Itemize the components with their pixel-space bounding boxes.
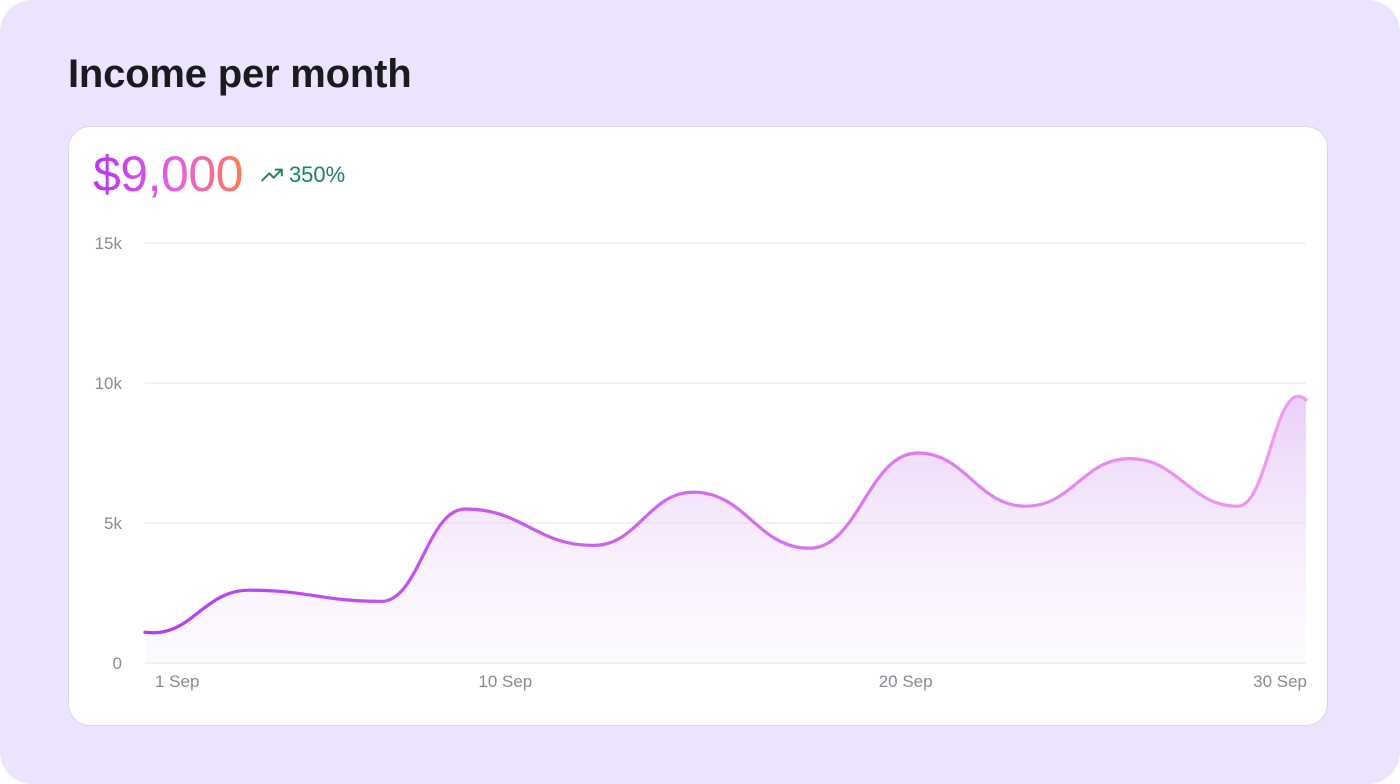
data-point (590, 542, 596, 548)
summary-row: $9,000 350% (93, 145, 345, 203)
income-series-line (143, 394, 1308, 635)
page-title: Income per month (68, 52, 412, 96)
data-point (690, 489, 696, 495)
y-tick-label: 10k (95, 374, 123, 393)
y-axis-ticks: 0 5k 10k 15k (95, 234, 123, 673)
data-point (1235, 503, 1241, 509)
data-point (1127, 456, 1133, 462)
data-point (915, 450, 921, 456)
change-percent: 350% (288, 162, 346, 187)
change-badge: 350% (259, 162, 345, 188)
data-point (462, 506, 468, 512)
data-point (142, 629, 148, 635)
y-tick-label: 5k (104, 514, 122, 533)
income-area-fill (145, 396, 1306, 663)
x-tick-label: 30 Sep (1253, 672, 1307, 691)
data-point (1023, 503, 1029, 509)
data-point (1303, 397, 1309, 403)
x-tick-label: 1 Sep (155, 672, 199, 691)
trending-up-icon (261, 168, 283, 182)
data-point (246, 587, 252, 593)
y-tick-label: 0 (113, 654, 122, 673)
income-area-chart: 0 5k 10k 15k 1 Sep 10 Sep 20 Sep 30 Sep (95, 234, 1309, 691)
y-tick-label: 15k (95, 234, 123, 253)
income-total-value: $9,000 (93, 146, 243, 202)
data-point (378, 598, 384, 604)
x-tick-label: 20 Sep (879, 672, 933, 691)
x-axis-ticks: 1 Sep 10 Sep 20 Sep 30 Sep (155, 672, 1307, 691)
income-chart-card: $9,000 350% 0 5k 10k 15 (68, 126, 1328, 726)
data-point (807, 545, 813, 551)
x-tick-label: 10 Sep (478, 672, 532, 691)
